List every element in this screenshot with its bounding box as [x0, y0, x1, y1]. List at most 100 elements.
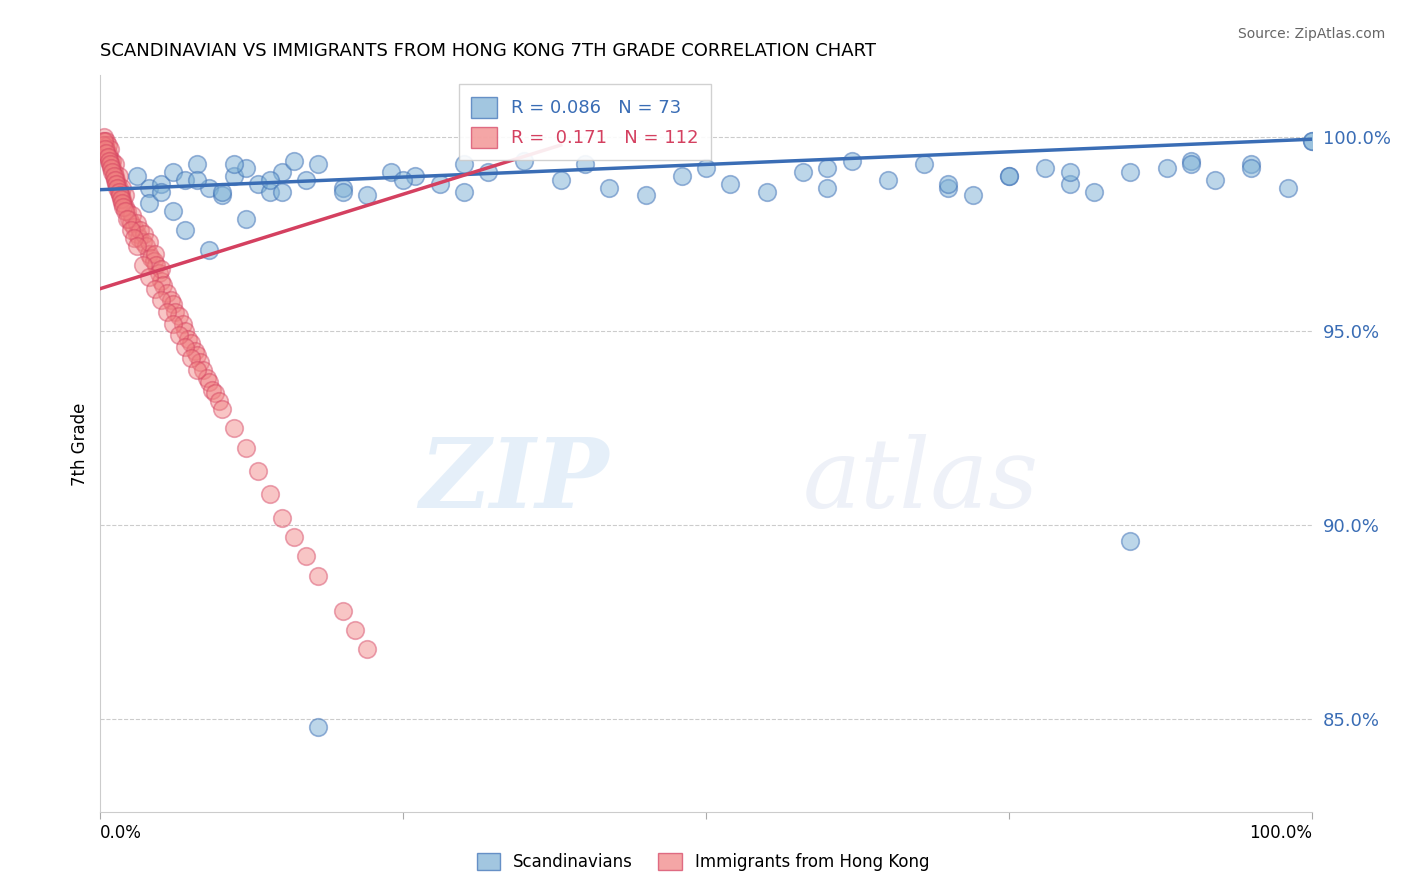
Point [114, 188, 136, 202]
Point [98, 142, 121, 156]
Point [115, 204, 138, 219]
Point [392, 173, 415, 187]
Point [114, 204, 136, 219]
Point [96, 145, 118, 160]
Y-axis label: 7th Grade: 7th Grade [72, 402, 89, 485]
Point [332, 185, 354, 199]
Point [97, 150, 120, 164]
Point [259, 185, 281, 199]
Point [271, 510, 294, 524]
Point [343, 623, 366, 637]
Point [105, 177, 128, 191]
Point [145, 258, 167, 272]
Point [112, 196, 135, 211]
Point [105, 180, 128, 194]
Point [98, 157, 121, 171]
Point [634, 188, 657, 202]
Point [135, 239, 157, 253]
Point [94, 138, 117, 153]
Point [124, 231, 146, 245]
Point [167, 309, 190, 323]
Point [755, 185, 778, 199]
Point [1156, 161, 1178, 176]
Text: atlas: atlas [803, 434, 1039, 528]
Point [295, 173, 318, 187]
Point [307, 568, 329, 582]
Point [404, 169, 426, 183]
Point [815, 161, 838, 176]
Point [149, 274, 172, 288]
Point [912, 157, 935, 171]
Point [125, 239, 148, 253]
Point [110, 193, 132, 207]
Point [198, 243, 221, 257]
Point [128, 231, 150, 245]
Point [104, 173, 127, 187]
Point [138, 246, 160, 260]
Point [1277, 180, 1299, 194]
Point [186, 157, 208, 171]
Point [453, 185, 475, 199]
Point [104, 169, 127, 183]
Text: ZIP: ZIP [419, 434, 609, 528]
Point [356, 188, 378, 202]
Point [938, 177, 960, 191]
Point [295, 549, 318, 564]
Point [108, 185, 131, 199]
Point [141, 251, 163, 265]
Point [283, 153, 305, 168]
Point [98, 153, 121, 168]
Point [101, 161, 124, 176]
Point [307, 720, 329, 734]
Point [1180, 153, 1202, 168]
Point [111, 180, 134, 194]
Point [198, 375, 221, 389]
Point [138, 196, 160, 211]
Point [211, 188, 233, 202]
Point [107, 180, 129, 194]
Point [1240, 161, 1263, 176]
Point [125, 169, 148, 183]
Point [174, 223, 197, 237]
Point [174, 340, 197, 354]
Point [188, 355, 211, 369]
Point [111, 196, 134, 211]
Point [142, 254, 165, 268]
Point [180, 335, 202, 350]
Point [1180, 157, 1202, 171]
Point [94, 142, 117, 156]
Point [211, 185, 233, 199]
Point [792, 165, 814, 179]
Point [101, 153, 124, 168]
Point [938, 180, 960, 194]
Point [453, 157, 475, 171]
Legend: R = 0.086   N = 73, R =  0.171   N = 112: R = 0.086 N = 73, R = 0.171 N = 112 [458, 84, 711, 161]
Point [167, 328, 190, 343]
Point [180, 351, 202, 366]
Point [283, 530, 305, 544]
Point [143, 282, 166, 296]
Point [156, 285, 179, 300]
Point [115, 211, 138, 226]
Point [156, 305, 179, 319]
Point [97, 153, 120, 168]
Point [998, 169, 1021, 183]
Point [138, 235, 160, 249]
Point [107, 185, 129, 199]
Point [114, 200, 136, 214]
Point [718, 177, 741, 191]
Point [159, 293, 181, 308]
Point [108, 188, 131, 202]
Point [429, 177, 451, 191]
Point [97, 145, 120, 160]
Point [103, 169, 125, 183]
Point [246, 464, 269, 478]
Point [332, 180, 354, 194]
Point [132, 227, 155, 242]
Point [235, 211, 257, 226]
Point [1204, 173, 1226, 187]
Point [598, 180, 620, 194]
Point [1059, 177, 1081, 191]
Point [93, 134, 115, 148]
Point [162, 165, 184, 179]
